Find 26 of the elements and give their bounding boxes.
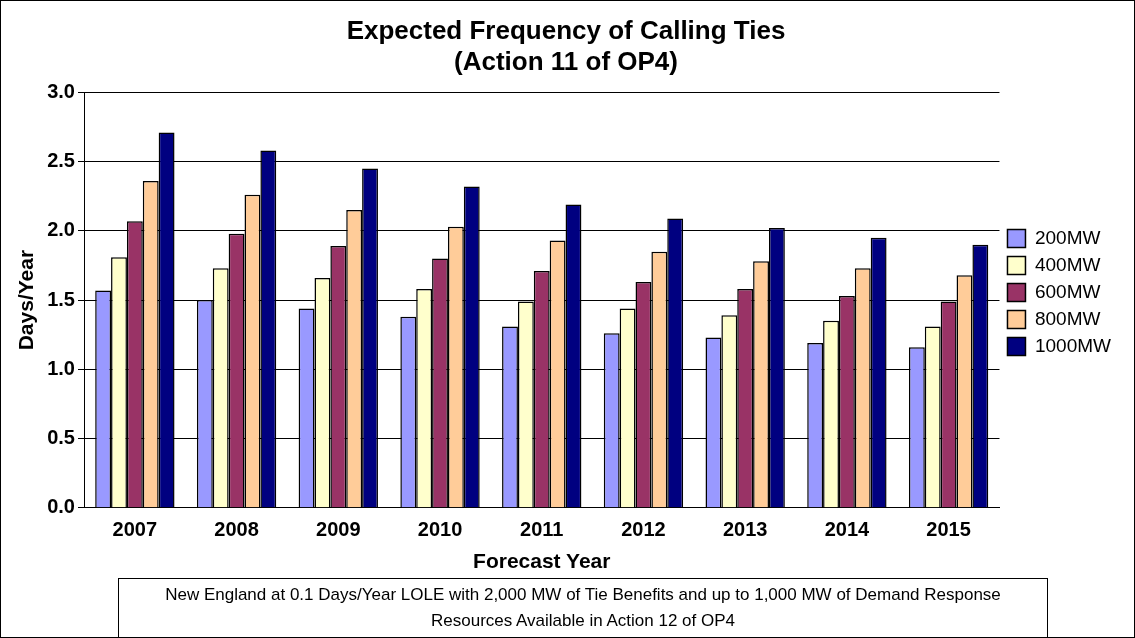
x-tick-label: 2007 <box>112 518 158 541</box>
text: (Action 11 of OP4) <box>454 45 678 76</box>
y-tick-label: 0.5 <box>47 426 75 449</box>
x-axis-title: Forecast Year <box>473 549 611 573</box>
x-tick-label: 2015 <box>926 518 971 541</box>
x-tick-label: 2008 <box>214 518 259 541</box>
legend-label: 600MW <box>1034 280 1101 302</box>
text: New England at 0.1 Days/Year LOLE with 2,000 MW of Tie Benefits and up to 1,000 MW of Demand Response Resources Available in Action 12 of OP4 <box>118 578 1048 638</box>
y-axis-title: Days/Year <box>14 249 38 351</box>
y-tick-label: 2.0 <box>47 218 75 241</box>
legend-label: 1000MW <box>1034 334 1112 356</box>
x-tick-label: 2014 <box>824 518 871 541</box>
y-tick-label: 1.5 <box>47 287 75 310</box>
legend-label: 200MW <box>1034 226 1101 248</box>
legend-label: 400MW <box>1034 253 1101 275</box>
y-tick-label: 2.5 <box>47 149 75 172</box>
y-tick-label: 0.0 <box>47 495 75 518</box>
text: Expected Frequency of Calling Ties <box>346 14 786 45</box>
x-tick-label: 2009 <box>316 518 361 541</box>
legend-label: 800MW <box>1034 307 1101 329</box>
x-tick-label: 2013 <box>722 518 768 541</box>
y-tick-label: 1.0 <box>47 356 75 379</box>
x-tick-label: 2012 <box>621 518 666 541</box>
x-tick-label: 2010 <box>417 518 463 541</box>
y-tick-label: 3.0 <box>47 79 75 102</box>
x-tick-label: 2011 <box>520 518 564 541</box>
